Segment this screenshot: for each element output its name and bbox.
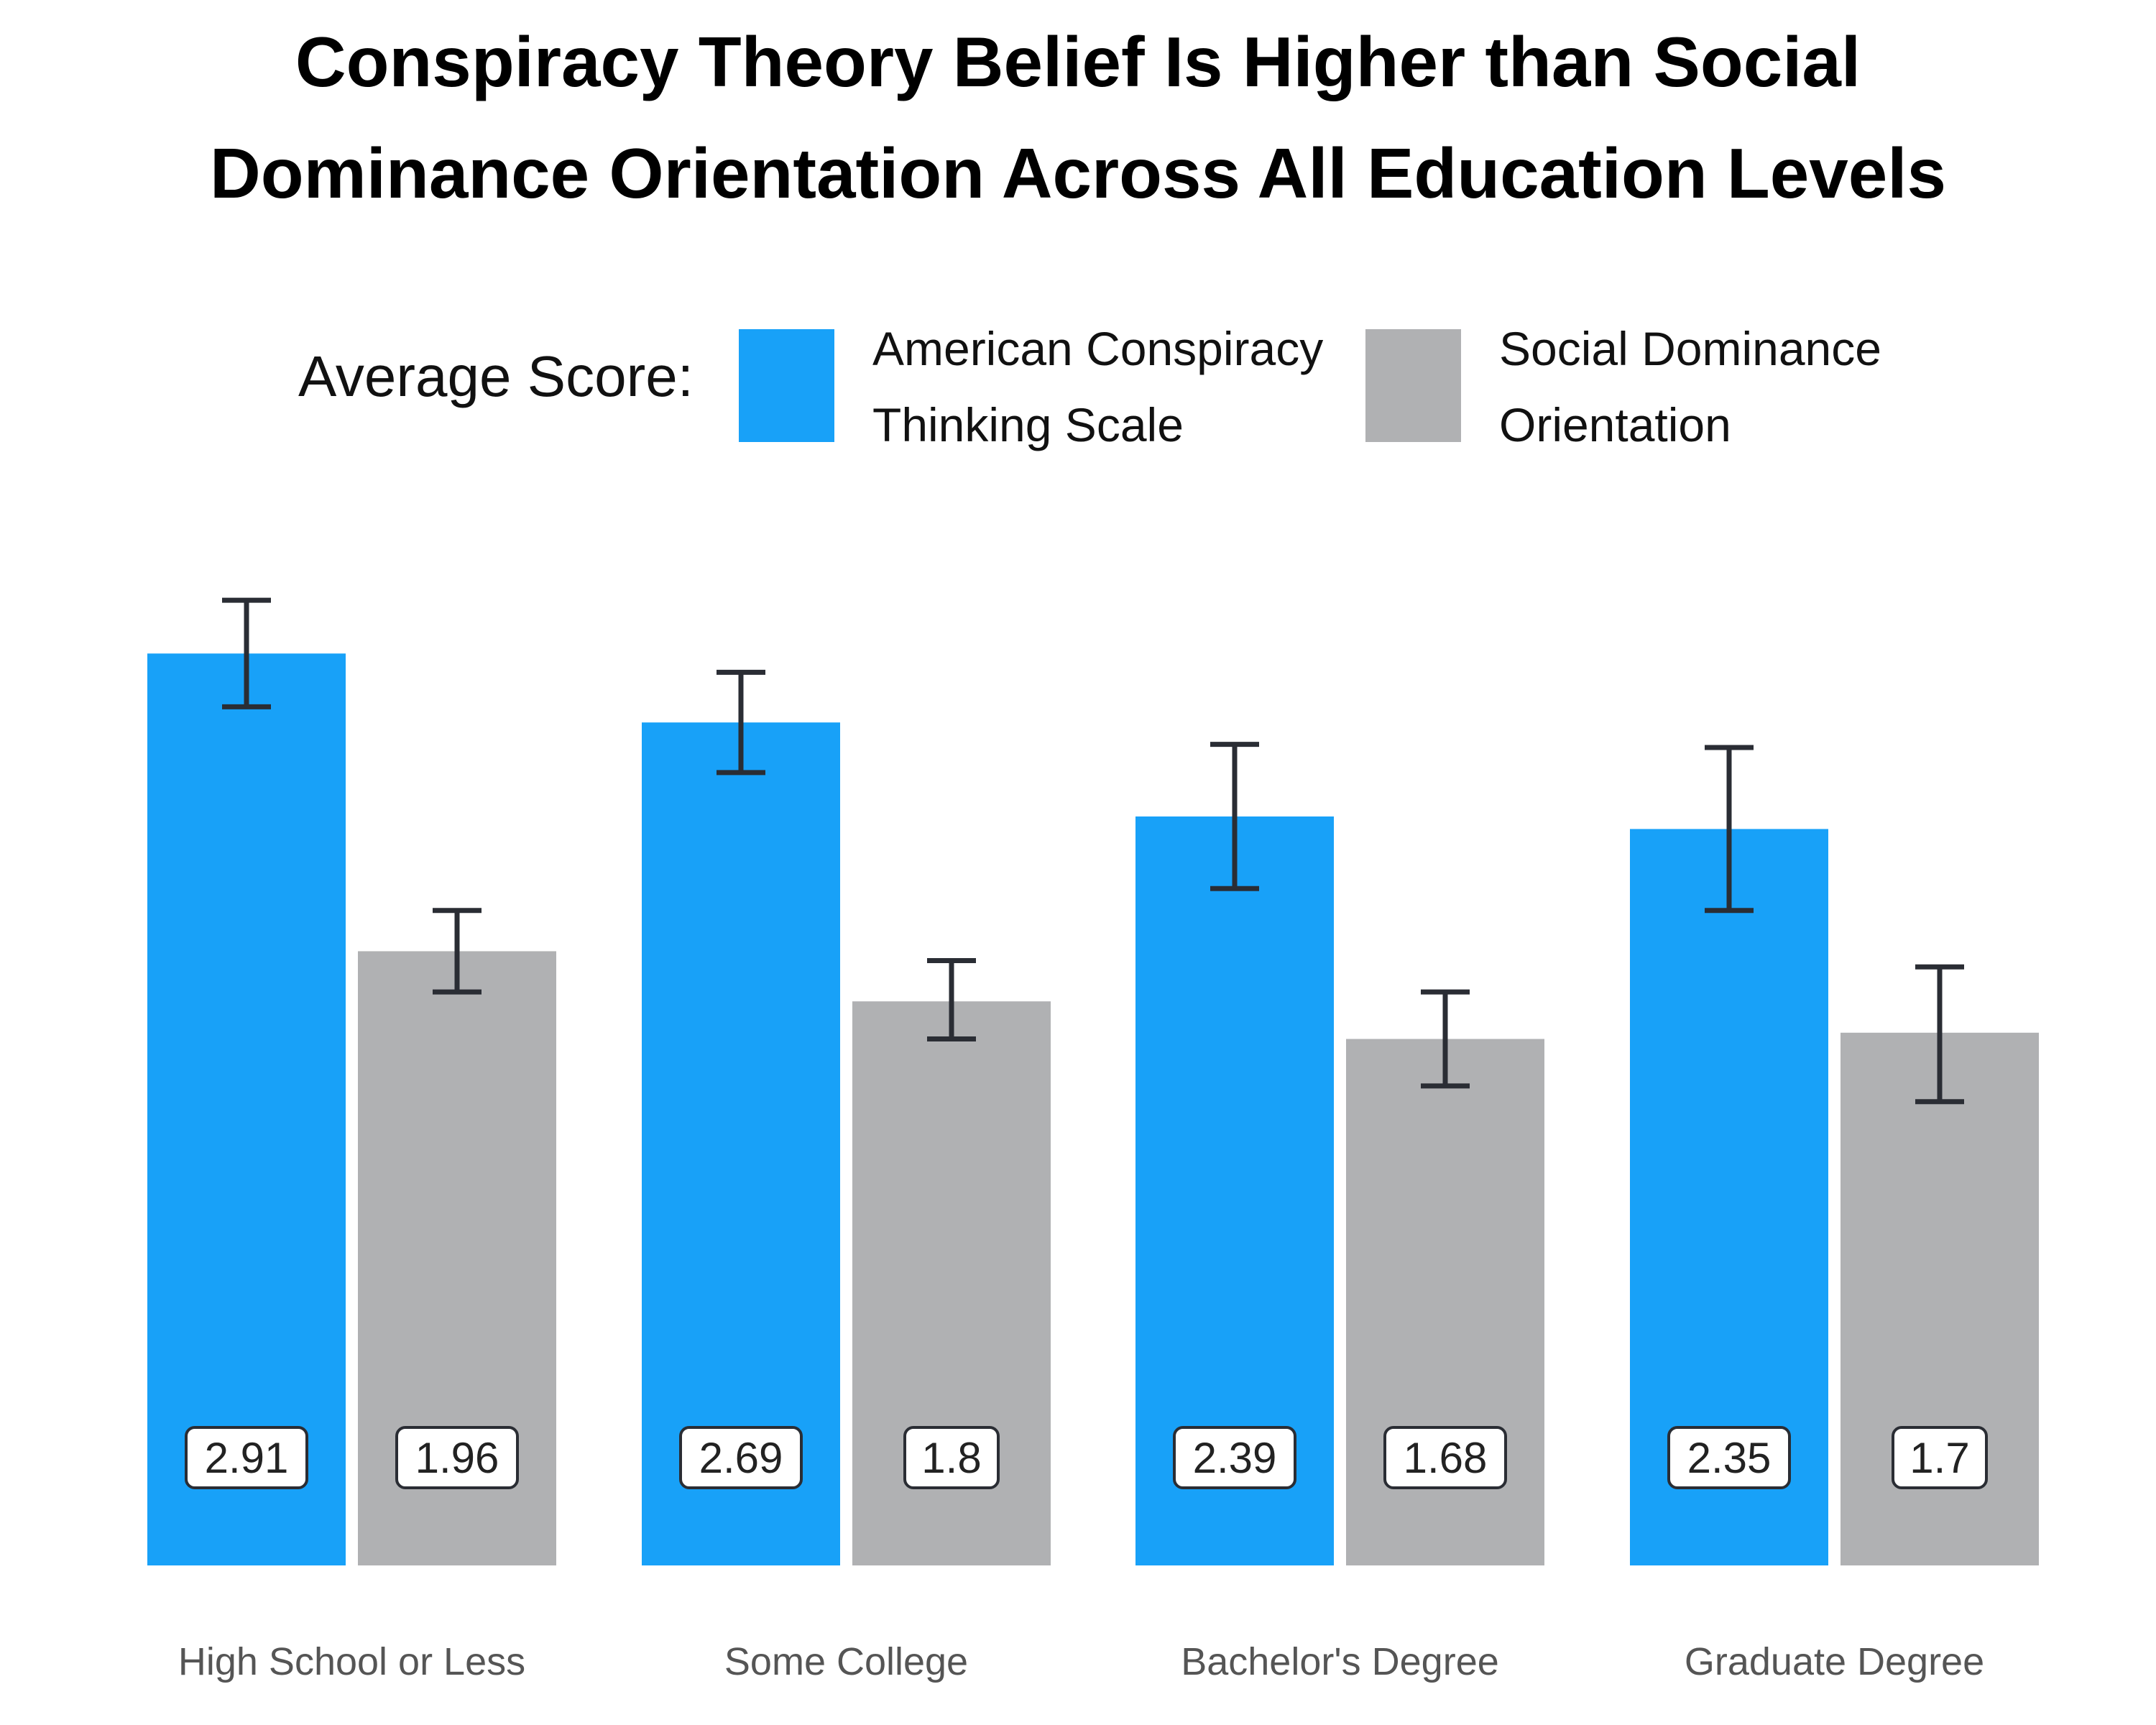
value-label: 2.35: [1687, 1434, 1772, 1482]
value-label: 1.68: [1404, 1434, 1488, 1482]
value-label-box: [395, 1426, 519, 1489]
x-tick-label: High School or Less: [178, 1640, 525, 1683]
value-label-box: [903, 1426, 1000, 1489]
value-label-box: [679, 1426, 803, 1489]
x-tick-label: Bachelor's Degree: [1181, 1640, 1499, 1683]
legend-swatch-conspiracy: [739, 329, 834, 442]
value-label: 1.96: [415, 1434, 499, 1482]
bar-conspiracy: [642, 722, 840, 1566]
value-label: 2.69: [699, 1434, 783, 1482]
value-label-box: [1892, 1426, 1988, 1489]
value-label-box: [1667, 1426, 1791, 1489]
value-label: 2.91: [205, 1434, 289, 1482]
legend-label-line: Thinking Scale: [872, 398, 1184, 451]
value-label-box: [1173, 1426, 1296, 1489]
value-label: 1.7: [1909, 1434, 1969, 1482]
legend-label-social-dominance: Social Dominance Orientation: [1499, 310, 1881, 463]
legend-label-line: American Conspiracy: [872, 322, 1324, 375]
value-label-box: [1383, 1426, 1507, 1489]
chart-title-line-2: Dominance Orientation Across All Educati…: [209, 134, 1947, 213]
bar-conspiracy: [147, 653, 346, 1565]
value-label-box: [185, 1426, 308, 1489]
x-tick-label: Some College: [724, 1640, 968, 1683]
x-tick-label: Graduate Degree: [1685, 1640, 1984, 1683]
legend-swatch-social-dominance: [1365, 329, 1461, 442]
legend-label-line: Social Dominance: [1499, 322, 1881, 375]
value-label: 1.8: [921, 1434, 981, 1482]
chart-title-line-1: Conspiracy Theory Belief Is Higher than …: [295, 22, 1861, 101]
legend-prefix: Average Score:: [298, 344, 694, 408]
legend-label-line: Orientation: [1499, 398, 1731, 451]
legend-label-conspiracy: American Conspiracy Thinking Scale: [872, 310, 1323, 463]
value-label: 2.39: [1193, 1434, 1277, 1482]
